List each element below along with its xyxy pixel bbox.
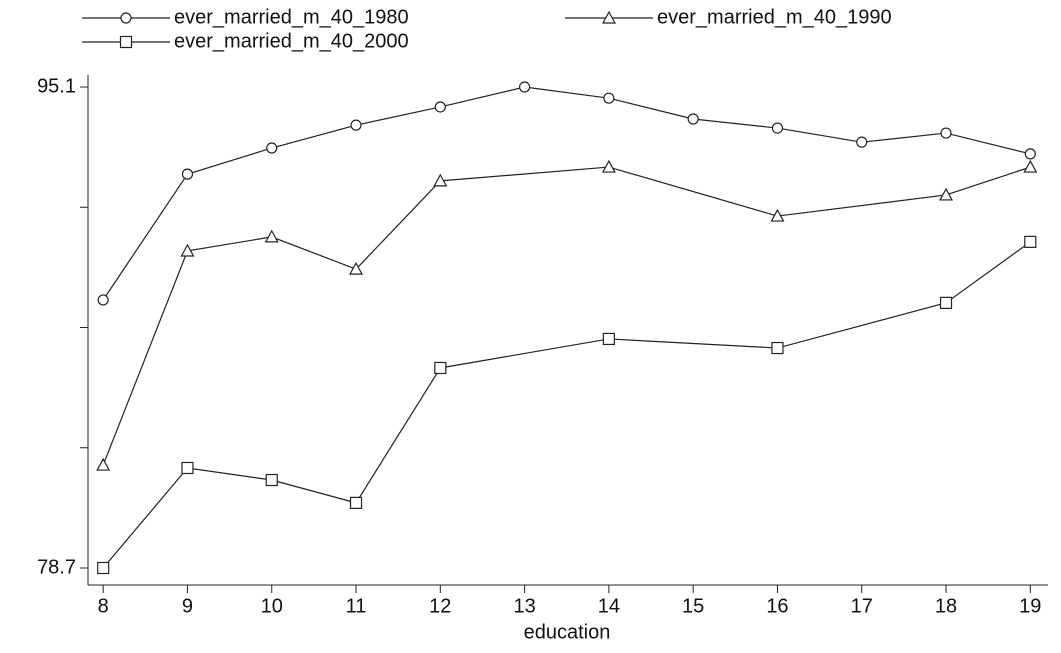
x-tick-label: 11	[346, 595, 367, 617]
x-tick-label: 9	[182, 595, 193, 617]
x-tick-label: 19	[1019, 595, 1041, 617]
marker	[601, 159, 616, 173]
marker	[603, 92, 615, 104]
y-tick-label: 95.1	[37, 75, 76, 97]
marker	[180, 243, 195, 257]
marker	[434, 361, 447, 375]
x-tick-label: 15	[682, 595, 704, 617]
marker	[771, 122, 784, 134]
marker	[1024, 148, 1036, 160]
y-tick-label: 78.7	[37, 556, 76, 578]
marker	[1024, 235, 1037, 248]
series-line	[102, 86, 1031, 301]
legend-marker	[601, 10, 617, 24]
x-tick-label: 12	[429, 595, 451, 617]
marker	[939, 187, 954, 201]
x-tick-label: 14	[598, 595, 620, 617]
marker	[602, 332, 615, 346]
marker	[181, 168, 194, 180]
marker	[856, 136, 868, 148]
x-tick-label: 16	[766, 595, 788, 617]
marker	[265, 473, 278, 487]
marker	[687, 113, 699, 125]
x-tick-label: 18	[935, 595, 957, 617]
marker	[771, 341, 784, 355]
marker	[97, 561, 110, 575]
x-tick-label: 10	[261, 595, 283, 617]
marker	[181, 461, 194, 475]
legend-label: ever_married_m_40_1980	[174, 6, 409, 28]
marker	[939, 296, 953, 309]
legend-marker	[119, 35, 133, 49]
x-tick-label: 17	[851, 595, 873, 617]
marker	[349, 261, 364, 275]
marker	[97, 294, 109, 306]
x-tick-label: 8	[98, 595, 109, 617]
marker	[1023, 159, 1038, 173]
legend-marker	[120, 12, 132, 24]
legend-label: ever_married_m_40_1990	[657, 6, 892, 28]
marker	[266, 142, 278, 154]
marker	[349, 496, 363, 509]
series-line	[102, 166, 1031, 466]
marker	[433, 173, 448, 187]
marker	[940, 127, 952, 139]
marker	[96, 457, 111, 471]
x-axis-label: education	[524, 621, 611, 643]
x-tick-label: 13	[513, 595, 535, 617]
marker	[264, 229, 279, 243]
marker	[434, 101, 446, 113]
legend-label: ever_married_m_40_2000	[174, 30, 409, 52]
marker	[518, 81, 531, 93]
marker	[770, 208, 785, 222]
series-line	[102, 241, 1031, 569]
marker	[350, 119, 362, 131]
